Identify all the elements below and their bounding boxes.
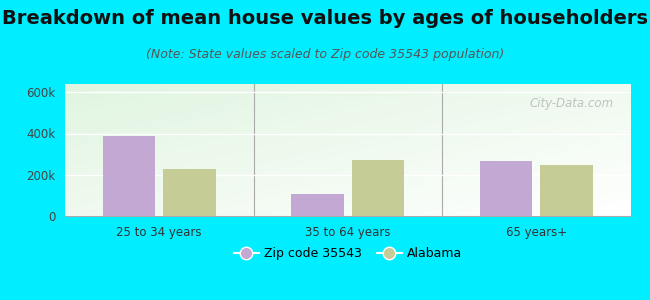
Bar: [352, 160, 404, 216]
Legend: Zip code 35543, Alabama: Zip code 35543, Alabama: [229, 242, 467, 265]
Text: Breakdown of mean house values by ages of householders: Breakdown of mean house values by ages o…: [2, 9, 648, 28]
Text: (Note: State values scaled to Zip code 35543 population): (Note: State values scaled to Zip code 3…: [146, 48, 504, 61]
Bar: [103, 136, 155, 216]
Bar: [540, 165, 593, 216]
Bar: [163, 169, 216, 216]
Bar: [291, 194, 344, 216]
Text: City-Data.com: City-Data.com: [529, 97, 614, 110]
Bar: [480, 161, 532, 216]
